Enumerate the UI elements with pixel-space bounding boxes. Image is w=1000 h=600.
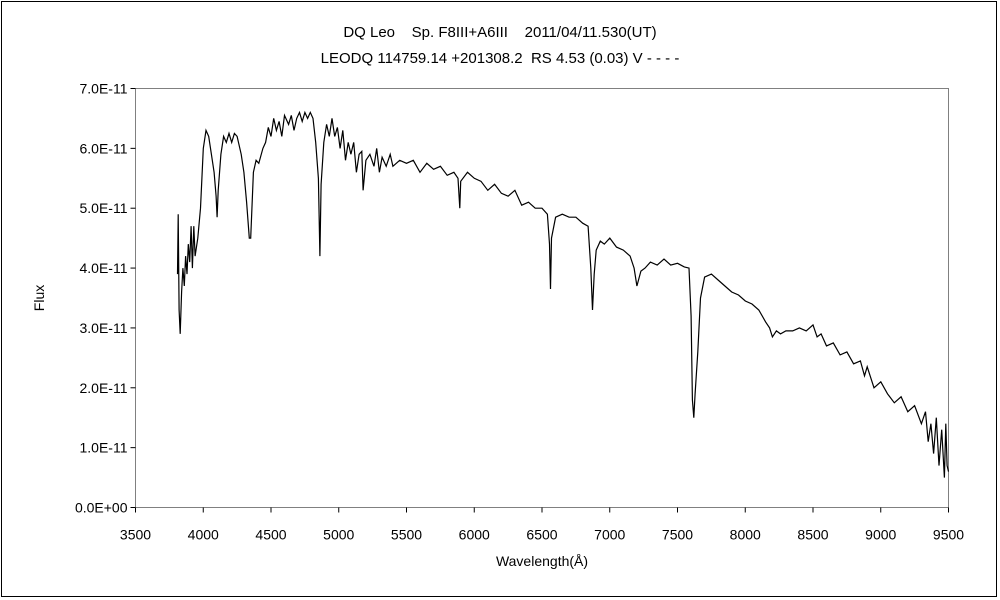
x-tick-label: 7500 xyxy=(662,527,693,543)
x-tick-label: 8000 xyxy=(730,527,761,543)
x-tick-label: 7000 xyxy=(594,527,625,543)
x-axis-label: Wavelength(Å) xyxy=(496,553,588,569)
x-tick-label: 6500 xyxy=(526,527,557,543)
chart-title: DQ Leo Sp. F8III+A6III 2011/04/11.530(UT… xyxy=(343,24,657,41)
chart-subtitle: LEODQ 114759.14 +201308.2 RS 4.53 (0.03)… xyxy=(320,50,680,67)
y-tick-label: 1.0E-11 xyxy=(80,440,128,456)
y-tick-label: 4.0E-11 xyxy=(80,260,128,276)
y-tick-label: 3.0E-11 xyxy=(80,320,128,336)
plot-area xyxy=(135,88,949,508)
x-tick-label: 4500 xyxy=(255,527,286,543)
x-tick-label: 9500 xyxy=(933,527,964,543)
y-tick-label: 2.0E-11 xyxy=(80,380,128,396)
x-tick-label: 3500 xyxy=(120,527,151,543)
y-tick-label: 6.0E-11 xyxy=(80,140,128,156)
x-tick-label: 6000 xyxy=(459,527,490,543)
series-line-flux xyxy=(176,110,950,478)
x-tick-label: 4000 xyxy=(188,527,219,543)
y-axis-label: Flux xyxy=(31,285,47,311)
y-tick-label: 7.0E-11 xyxy=(80,81,128,97)
y-tick-label: 0.0E+00 xyxy=(75,500,128,516)
x-tick-label: 5500 xyxy=(391,527,422,543)
y-tick-label: 5.0E-11 xyxy=(80,200,128,216)
x-tick-label: 9000 xyxy=(865,527,896,543)
x-tick-label: 5000 xyxy=(323,527,354,543)
x-tick-label: 8500 xyxy=(797,527,828,543)
